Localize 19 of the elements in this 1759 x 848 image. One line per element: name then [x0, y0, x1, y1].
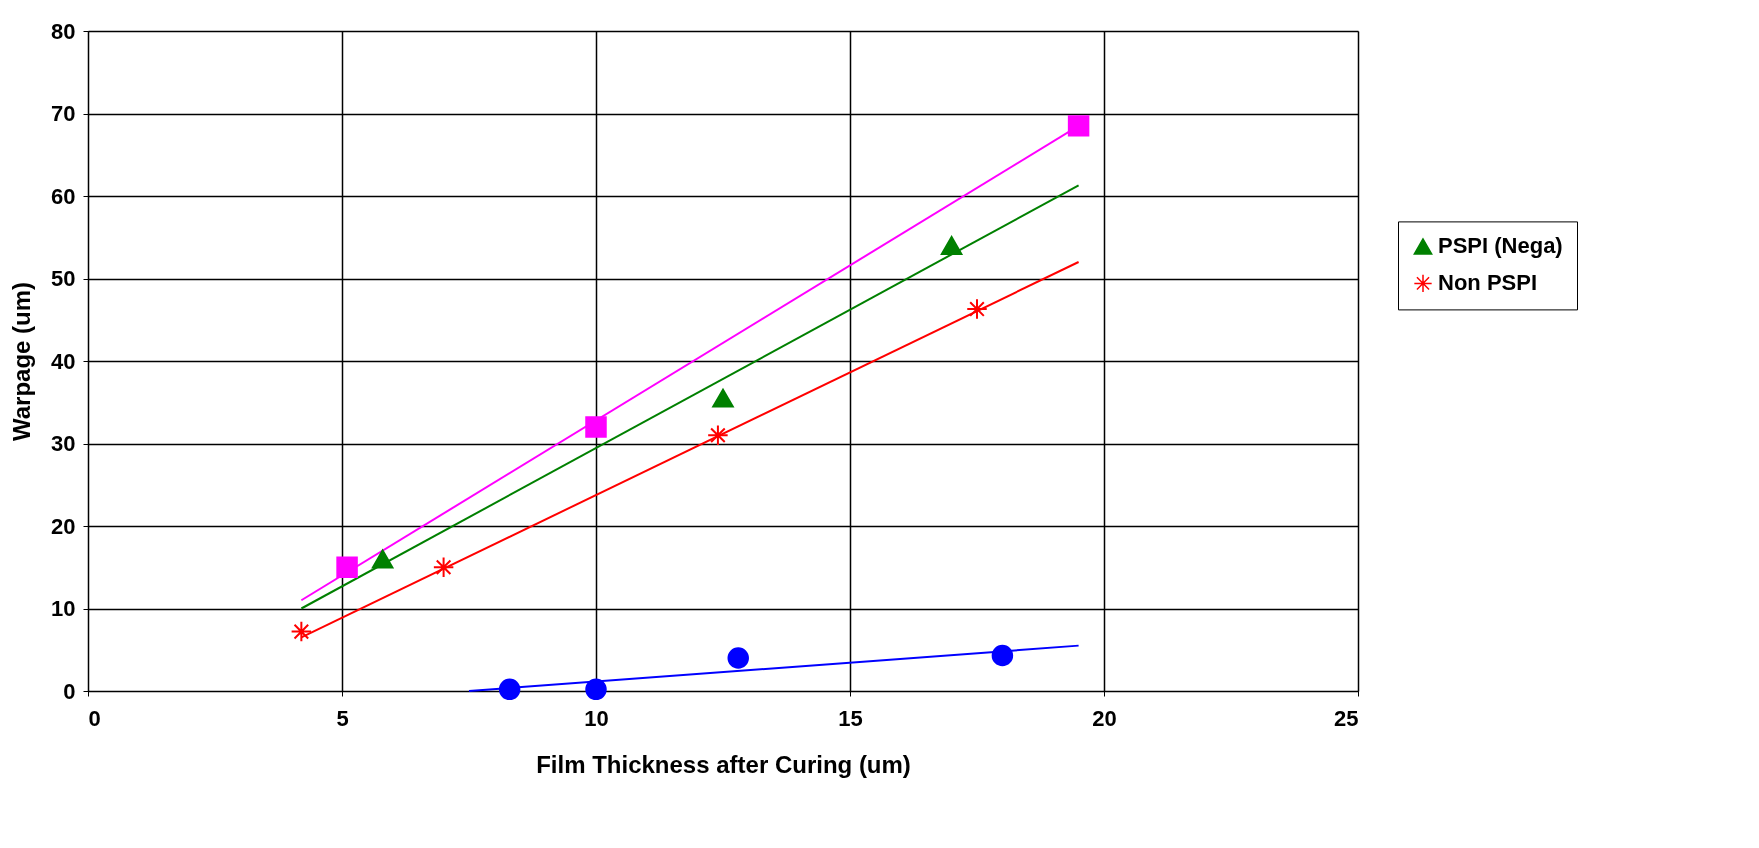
x-tick-label: 0: [88, 705, 101, 731]
y-tick-label: 40: [51, 348, 76, 374]
x-tick-label: 20: [1092, 705, 1117, 731]
y-axis-title: Warpage (um): [8, 281, 36, 442]
y-tick-label: 70: [51, 101, 76, 126]
x-tick-label: 10: [584, 705, 609, 731]
x-tick-label: 25: [1334, 705, 1359, 731]
y-tick-label: 60: [51, 183, 76, 209]
y-tick-label: 80: [51, 18, 76, 44]
y-tick-label: 0: [63, 678, 76, 704]
y-tick-label: 10: [51, 596, 76, 621]
x-tick-label: 15: [838, 705, 863, 731]
x-axis-title: Film Thickness after Curing (um): [536, 750, 911, 778]
legend-label: Non PSPI: [1438, 270, 1538, 296]
x-tick-label: 5: [336, 705, 349, 731]
y-tick-label: 30: [51, 431, 76, 456]
y-tick-label: 50: [51, 266, 76, 291]
y-tick-label: 20: [51, 513, 76, 539]
legend-label: PSPI (Nega): [1438, 233, 1563, 259]
